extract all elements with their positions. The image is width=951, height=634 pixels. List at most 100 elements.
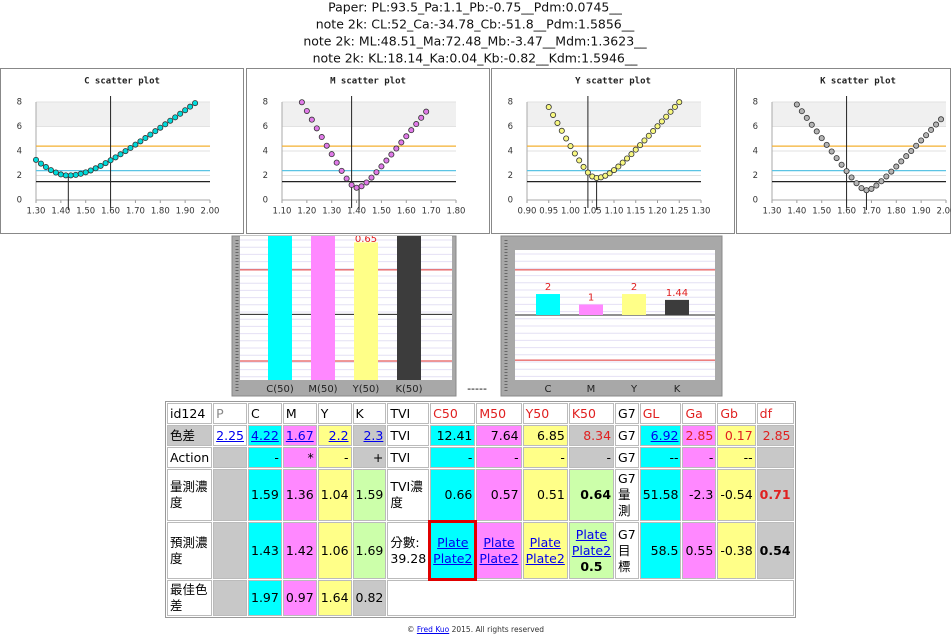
point [813,128,820,135]
table-cell: Ga [682,403,717,424]
point [878,178,885,185]
point [908,147,915,154]
plot-title: C scatter plot [84,77,160,87]
cell-text: 1.43 [251,542,279,558]
table-cell: 0.51 [522,469,568,521]
point [893,163,900,170]
point [803,114,810,121]
table-cell: Y [317,403,352,424]
table-cell: Plate Plate2 [428,520,478,581]
cell-text: TVI濃度 [390,479,423,510]
cell-link[interactable]: 2.2 [328,427,349,443]
point [888,168,895,175]
table-cell: df [756,403,794,424]
cell-text: K [355,405,364,421]
point [632,146,639,153]
cell-link[interactable]: Plate2 [571,542,612,558]
table-cell: M50 [476,403,522,424]
y-tick-label: 4 [263,147,268,157]
table-cell: Action [167,447,213,468]
table-cell: 量測濃度 [167,469,213,521]
value-label: 2 [545,282,551,293]
point [398,139,405,146]
table-cell: 0.55 [682,522,717,579]
point [933,121,940,128]
cell-text: 8.34 [583,427,612,443]
y-tick-label: 8 [17,98,22,108]
cell-text: 0.71 [759,487,791,502]
bar [665,299,689,315]
point [554,119,561,126]
y-tick-label: 0 [263,196,268,206]
point [611,167,618,174]
bar [579,304,603,315]
header-line: note 2k: CL:52_Ca:-34.78_Cb:-51.8__Pdm:1… [316,17,635,32]
table-cell: TVI濃度 [387,469,430,521]
bar [536,294,560,315]
x-tick-label: Y [630,384,638,395]
cell-link[interactable]: Plate2 [479,550,519,566]
point [333,159,340,166]
x-tick-label: 1.50 [76,207,95,217]
table-cell: 0.82 [352,580,387,616]
table-cell: id124 [167,403,213,424]
point [403,133,410,140]
cell-text: M [285,405,297,421]
cell-text: -0.54 [720,487,753,502]
point [47,167,54,174]
cell-link[interactable]: Plate2 [525,550,565,566]
table-cell: 2.2 [317,425,352,446]
cell-text: 0.57 [490,487,519,502]
cell-link[interactable]: Plate [483,534,515,550]
copyright-text: 2015. All rights reserved [451,625,545,634]
point [353,184,360,191]
x-tick-label: 1.25 [670,207,689,217]
plot-title: M scatter plot [330,77,406,87]
cell-text: M50 [479,405,507,421]
plot-title: K scatter plot [820,77,896,87]
cell-link[interactable]: Plate [575,526,608,542]
point [408,127,415,134]
x-tick-label: 1.05 [583,207,602,217]
cell-link[interactable]: Plate [437,534,469,550]
point [167,117,174,124]
point [348,181,355,188]
point [584,169,591,176]
point [863,187,870,194]
cell-link[interactable]: 2.25 [216,427,244,443]
point [858,185,865,192]
x-tick-label: 1.80 [151,207,170,217]
point [898,158,905,165]
author-link[interactable]: Fred Kuo [416,625,450,634]
cell-text: -- [743,449,753,465]
cell-link[interactable]: 6.92 [650,427,679,443]
bar [354,242,378,380]
y-tick-label: 6 [753,122,758,132]
cell-text: 量測濃度 [170,479,208,510]
table-cell: 2.3 [352,425,387,446]
table-cell: 1.04 [317,469,352,521]
table-cell: 0.71 [756,469,794,521]
point [72,171,79,178]
x-tick-label: 1.40 [787,207,806,217]
header-line: note 2k: ML:48.51_Ma:72.48_Mb:-3.47__Mdm… [303,34,647,49]
x-tick-label: 2.00 [937,207,951,217]
table-cell: TVI [387,403,430,424]
cell-link[interactable]: 4.22 [251,427,279,443]
cell-link[interactable]: Plate2 [433,550,473,566]
table-cell: Plate Plate2 0.5 [568,522,615,579]
point [615,163,622,170]
x-tick-label: 1.70 [126,207,145,217]
x-tick-label: 1.80 [447,207,466,217]
x-tick-label: 1.30 [27,207,46,217]
cell-link[interactable]: 1.67 [285,427,314,443]
point [393,145,400,152]
cell-text: * [307,449,314,465]
cell-link[interactable]: 2.3 [363,427,384,443]
point [833,155,840,162]
cell-text: 0.55 [685,542,714,558]
cell-link[interactable]: Plate [529,534,561,550]
x-tick-label: 0.95 [539,207,558,217]
x-tick-label: 1.10 [273,207,292,217]
point [938,116,945,123]
